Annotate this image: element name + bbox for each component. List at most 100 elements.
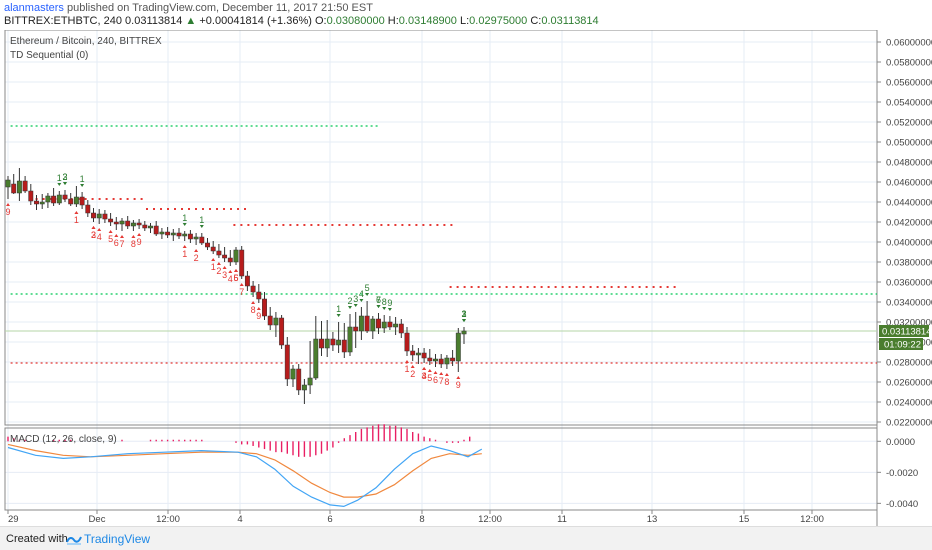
price-tick-label: 0.02800000 [886, 358, 932, 369]
author-link[interactable]: alanmasters [4, 2, 64, 14]
candle-body [376, 318, 381, 329]
td-buy-count: 5 [365, 283, 370, 293]
candle-body [256, 291, 262, 300]
td-sell-count: 1 [404, 364, 409, 374]
td-sell-count: 6 [114, 238, 119, 248]
low-value: 0.02975000 [469, 15, 528, 27]
td-buy-count: 1 [80, 174, 85, 184]
candle-body [51, 195, 57, 204]
time-tick-label: Dec [89, 514, 106, 525]
td-buy-arrow [348, 306, 352, 309]
time-tick-label: 13 [647, 514, 658, 525]
candle-body [176, 232, 182, 237]
candle-body [153, 225, 159, 235]
td-buy-count: 1 [57, 173, 62, 183]
td-buy-arrow [359, 299, 364, 302]
td-sell-count: 7 [439, 376, 444, 386]
candle-body [410, 350, 416, 356]
td-buy-arrow [376, 305, 381, 308]
td-sell-arrow [444, 373, 449, 376]
time-tick-label: 11 [557, 514, 567, 525]
td-buy-count: 6 [376, 295, 381, 305]
td-sell-count: 8 [251, 305, 256, 315]
price-axis: 0.06000000 0.05800000 0.05600000 0.05400000… [877, 38, 932, 429]
countdown-tag [879, 338, 923, 350]
td-sell-arrow [427, 369, 432, 372]
close-key: C: [530, 15, 542, 27]
candle-body [148, 225, 153, 229]
macd-tick-label: 0.0000 [886, 437, 915, 448]
td-sell-count: 2 [194, 253, 199, 263]
candle-body [450, 357, 456, 362]
td-buy-count: 1 [182, 213, 187, 223]
candle-body [398, 323, 404, 334]
candle-body [284, 344, 290, 380]
candle-body [381, 321, 387, 329]
candle-body [73, 196, 79, 205]
candle-body [415, 352, 421, 356]
tradingview-brand[interactable]: TradingView [84, 532, 151, 546]
candle-body [182, 233, 188, 237]
candle-body [68, 198, 74, 205]
macd-signal-line [7, 443, 482, 498]
candle-body [113, 221, 119, 225]
candle-body [301, 384, 307, 391]
td-sell-count: 9 [456, 380, 461, 390]
candle-body [205, 242, 210, 248]
candle-body [324, 338, 330, 349]
candle-body [199, 236, 205, 244]
td-buy-arrow [382, 307, 387, 310]
candle-body [22, 180, 28, 192]
price-tick-label: 0.03600000 [886, 278, 932, 289]
td-sell-count: 1 [211, 262, 216, 272]
candle-body [79, 196, 85, 206]
td-sell-arrow [216, 262, 221, 265]
time-tick-label: 12:00 [156, 514, 180, 525]
published-text: published on TradingView.com, December 1… [63, 2, 373, 14]
td-sell-count: 4 [228, 274, 233, 284]
candle-body [210, 246, 216, 252]
candle-body [421, 352, 427, 359]
price-tick-label: 0.04800000 [886, 158, 932, 169]
candle-body [5, 179, 11, 188]
candle-body [404, 332, 410, 352]
candle-body [279, 317, 285, 346]
td-buy-arrow [63, 182, 67, 185]
td-buy-count: 1 [199, 215, 204, 225]
candle-body [62, 194, 68, 200]
td-sell-arrow [131, 235, 136, 238]
candle-body [233, 249, 239, 263]
last-price-tag-text: 0.03113814 [882, 327, 932, 338]
tradingview-logo-icon[interactable] [66, 531, 82, 547]
macd-label: MACD (12, 26, close, 9) [10, 434, 117, 445]
candle-body [85, 204, 91, 214]
candle-body [39, 201, 45, 205]
candle-body [96, 213, 102, 219]
candle-body [455, 332, 461, 362]
time-axis: 29 Dec 12:00 4 6 8 12:00 11 13 15 12:00 [5, 509, 877, 525]
candle-body [136, 222, 142, 226]
td-sell-count: 5 [427, 373, 432, 383]
grid [5, 30, 877, 510]
candle-body [353, 326, 359, 332]
candle-body [273, 317, 279, 326]
td-sell-count: 1 [182, 249, 187, 259]
symbol-label: BITTREX:ETHBTC, 240 [4, 15, 122, 27]
td-sell-arrow [6, 203, 10, 206]
candle-body [11, 183, 17, 194]
td-sell-count: 8 [444, 377, 449, 387]
td-sell-arrow [194, 249, 199, 252]
candle-body [387, 321, 393, 328]
candle-body [250, 285, 256, 293]
candle-body [433, 358, 438, 362]
time-tick-label: 4 [237, 514, 242, 525]
candle-body [159, 231, 165, 235]
td-sell-count: 3 [222, 270, 227, 280]
footer-bar: Created with TradingView [0, 526, 932, 550]
td-sell-count: 3 [422, 371, 427, 381]
price-tick-label: 0.05400000 [886, 98, 932, 109]
candles [5, 168, 467, 404]
candle-body [227, 257, 233, 263]
td-buy-arrow [353, 304, 358, 307]
